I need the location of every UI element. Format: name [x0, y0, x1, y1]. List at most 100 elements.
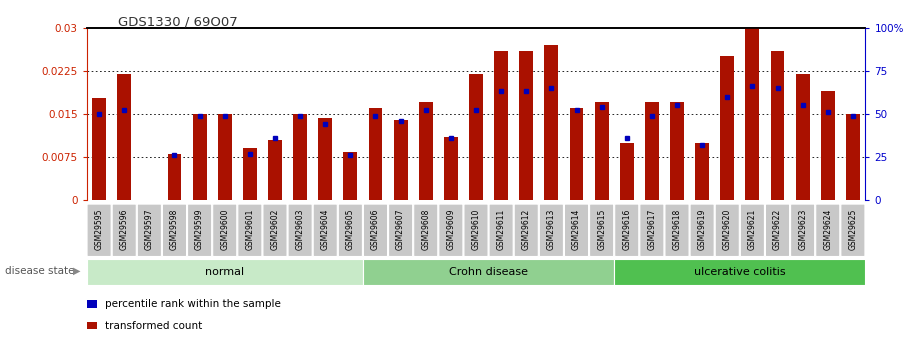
- FancyBboxPatch shape: [690, 204, 714, 256]
- Bar: [343, 152, 357, 200]
- Bar: [419, 102, 433, 200]
- FancyBboxPatch shape: [138, 204, 161, 256]
- Bar: [168, 154, 181, 200]
- Text: GSM29598: GSM29598: [170, 208, 179, 250]
- Bar: [92, 98, 106, 200]
- Text: GSM29605: GSM29605: [346, 208, 355, 250]
- Bar: [243, 148, 257, 200]
- Bar: [469, 73, 483, 200]
- Bar: [670, 102, 684, 200]
- FancyBboxPatch shape: [741, 204, 764, 256]
- Text: GSM29607: GSM29607: [396, 208, 405, 250]
- FancyBboxPatch shape: [815, 204, 840, 256]
- Bar: [318, 118, 333, 200]
- FancyBboxPatch shape: [614, 259, 865, 285]
- Bar: [545, 45, 558, 200]
- FancyBboxPatch shape: [791, 204, 814, 256]
- Text: ulcerative colitis: ulcerative colitis: [694, 267, 785, 277]
- Bar: [795, 73, 810, 200]
- Text: GSM29612: GSM29612: [522, 209, 531, 250]
- FancyBboxPatch shape: [565, 204, 589, 256]
- Bar: [821, 91, 834, 200]
- FancyBboxPatch shape: [87, 204, 111, 256]
- Text: GSM29624: GSM29624: [824, 208, 833, 250]
- Bar: [293, 114, 307, 200]
- Text: GSM29620: GSM29620: [722, 208, 732, 250]
- FancyBboxPatch shape: [212, 204, 237, 256]
- FancyBboxPatch shape: [841, 204, 865, 256]
- Bar: [268, 140, 281, 200]
- Text: GSM29599: GSM29599: [195, 208, 204, 250]
- FancyBboxPatch shape: [765, 204, 790, 256]
- Text: GSM29610: GSM29610: [472, 208, 480, 250]
- FancyBboxPatch shape: [464, 204, 488, 256]
- Text: GSM29611: GSM29611: [496, 209, 506, 250]
- Bar: [695, 142, 709, 200]
- Bar: [745, 28, 759, 200]
- Bar: [846, 114, 860, 200]
- FancyBboxPatch shape: [715, 204, 740, 256]
- Text: Crohn disease: Crohn disease: [449, 267, 528, 277]
- Text: GSM29602: GSM29602: [271, 208, 280, 250]
- Bar: [193, 114, 207, 200]
- FancyBboxPatch shape: [162, 204, 187, 256]
- Text: GSM29596: GSM29596: [119, 208, 128, 250]
- Text: GSM29604: GSM29604: [321, 208, 330, 250]
- FancyBboxPatch shape: [389, 204, 413, 256]
- FancyBboxPatch shape: [313, 204, 337, 256]
- FancyBboxPatch shape: [338, 204, 363, 256]
- FancyBboxPatch shape: [188, 204, 211, 256]
- Text: GSM29616: GSM29616: [622, 208, 631, 250]
- FancyBboxPatch shape: [615, 204, 639, 256]
- Text: GSM29625: GSM29625: [848, 208, 857, 250]
- Bar: [519, 51, 533, 200]
- Text: GSM29618: GSM29618: [672, 209, 681, 250]
- FancyBboxPatch shape: [238, 204, 262, 256]
- Text: GSM29615: GSM29615: [597, 208, 606, 250]
- FancyBboxPatch shape: [414, 204, 438, 256]
- FancyBboxPatch shape: [439, 204, 463, 256]
- Bar: [118, 73, 131, 200]
- FancyBboxPatch shape: [87, 259, 363, 285]
- Text: GSM29619: GSM29619: [698, 208, 707, 250]
- Bar: [569, 108, 583, 200]
- FancyBboxPatch shape: [489, 204, 513, 256]
- Text: GSM29617: GSM29617: [648, 208, 657, 250]
- FancyBboxPatch shape: [263, 204, 287, 256]
- Text: GSM29595: GSM29595: [95, 208, 104, 250]
- FancyBboxPatch shape: [288, 204, 312, 256]
- Text: GSM29623: GSM29623: [798, 208, 807, 250]
- FancyBboxPatch shape: [589, 204, 614, 256]
- Text: GSM29603: GSM29603: [295, 208, 304, 250]
- Text: GSM29600: GSM29600: [220, 208, 230, 250]
- Bar: [619, 142, 634, 200]
- FancyBboxPatch shape: [514, 204, 538, 256]
- Bar: [218, 114, 231, 200]
- Text: normal: normal: [205, 267, 244, 277]
- Text: transformed count: transformed count: [105, 321, 202, 331]
- FancyBboxPatch shape: [363, 259, 614, 285]
- Bar: [494, 51, 508, 200]
- Text: GSM29608: GSM29608: [421, 208, 430, 250]
- FancyBboxPatch shape: [112, 204, 137, 256]
- Bar: [369, 108, 383, 200]
- Text: GDS1330 / 69O07: GDS1330 / 69O07: [118, 16, 238, 29]
- Text: GSM29601: GSM29601: [245, 208, 254, 250]
- Bar: [721, 56, 734, 200]
- Bar: [771, 51, 784, 200]
- FancyBboxPatch shape: [539, 204, 563, 256]
- Bar: [645, 102, 659, 200]
- Text: disease state: disease state: [5, 266, 74, 276]
- Text: GSM29621: GSM29621: [748, 209, 757, 250]
- FancyBboxPatch shape: [363, 204, 387, 256]
- Text: GSM29614: GSM29614: [572, 208, 581, 250]
- Text: ▶: ▶: [73, 266, 80, 276]
- Text: GSM29613: GSM29613: [547, 208, 556, 250]
- Bar: [394, 120, 407, 200]
- Bar: [595, 102, 609, 200]
- Text: percentile rank within the sample: percentile rank within the sample: [105, 299, 281, 309]
- FancyBboxPatch shape: [665, 204, 689, 256]
- Text: GSM29609: GSM29609: [446, 208, 456, 250]
- FancyBboxPatch shape: [640, 204, 664, 256]
- Text: GSM29597: GSM29597: [145, 208, 154, 250]
